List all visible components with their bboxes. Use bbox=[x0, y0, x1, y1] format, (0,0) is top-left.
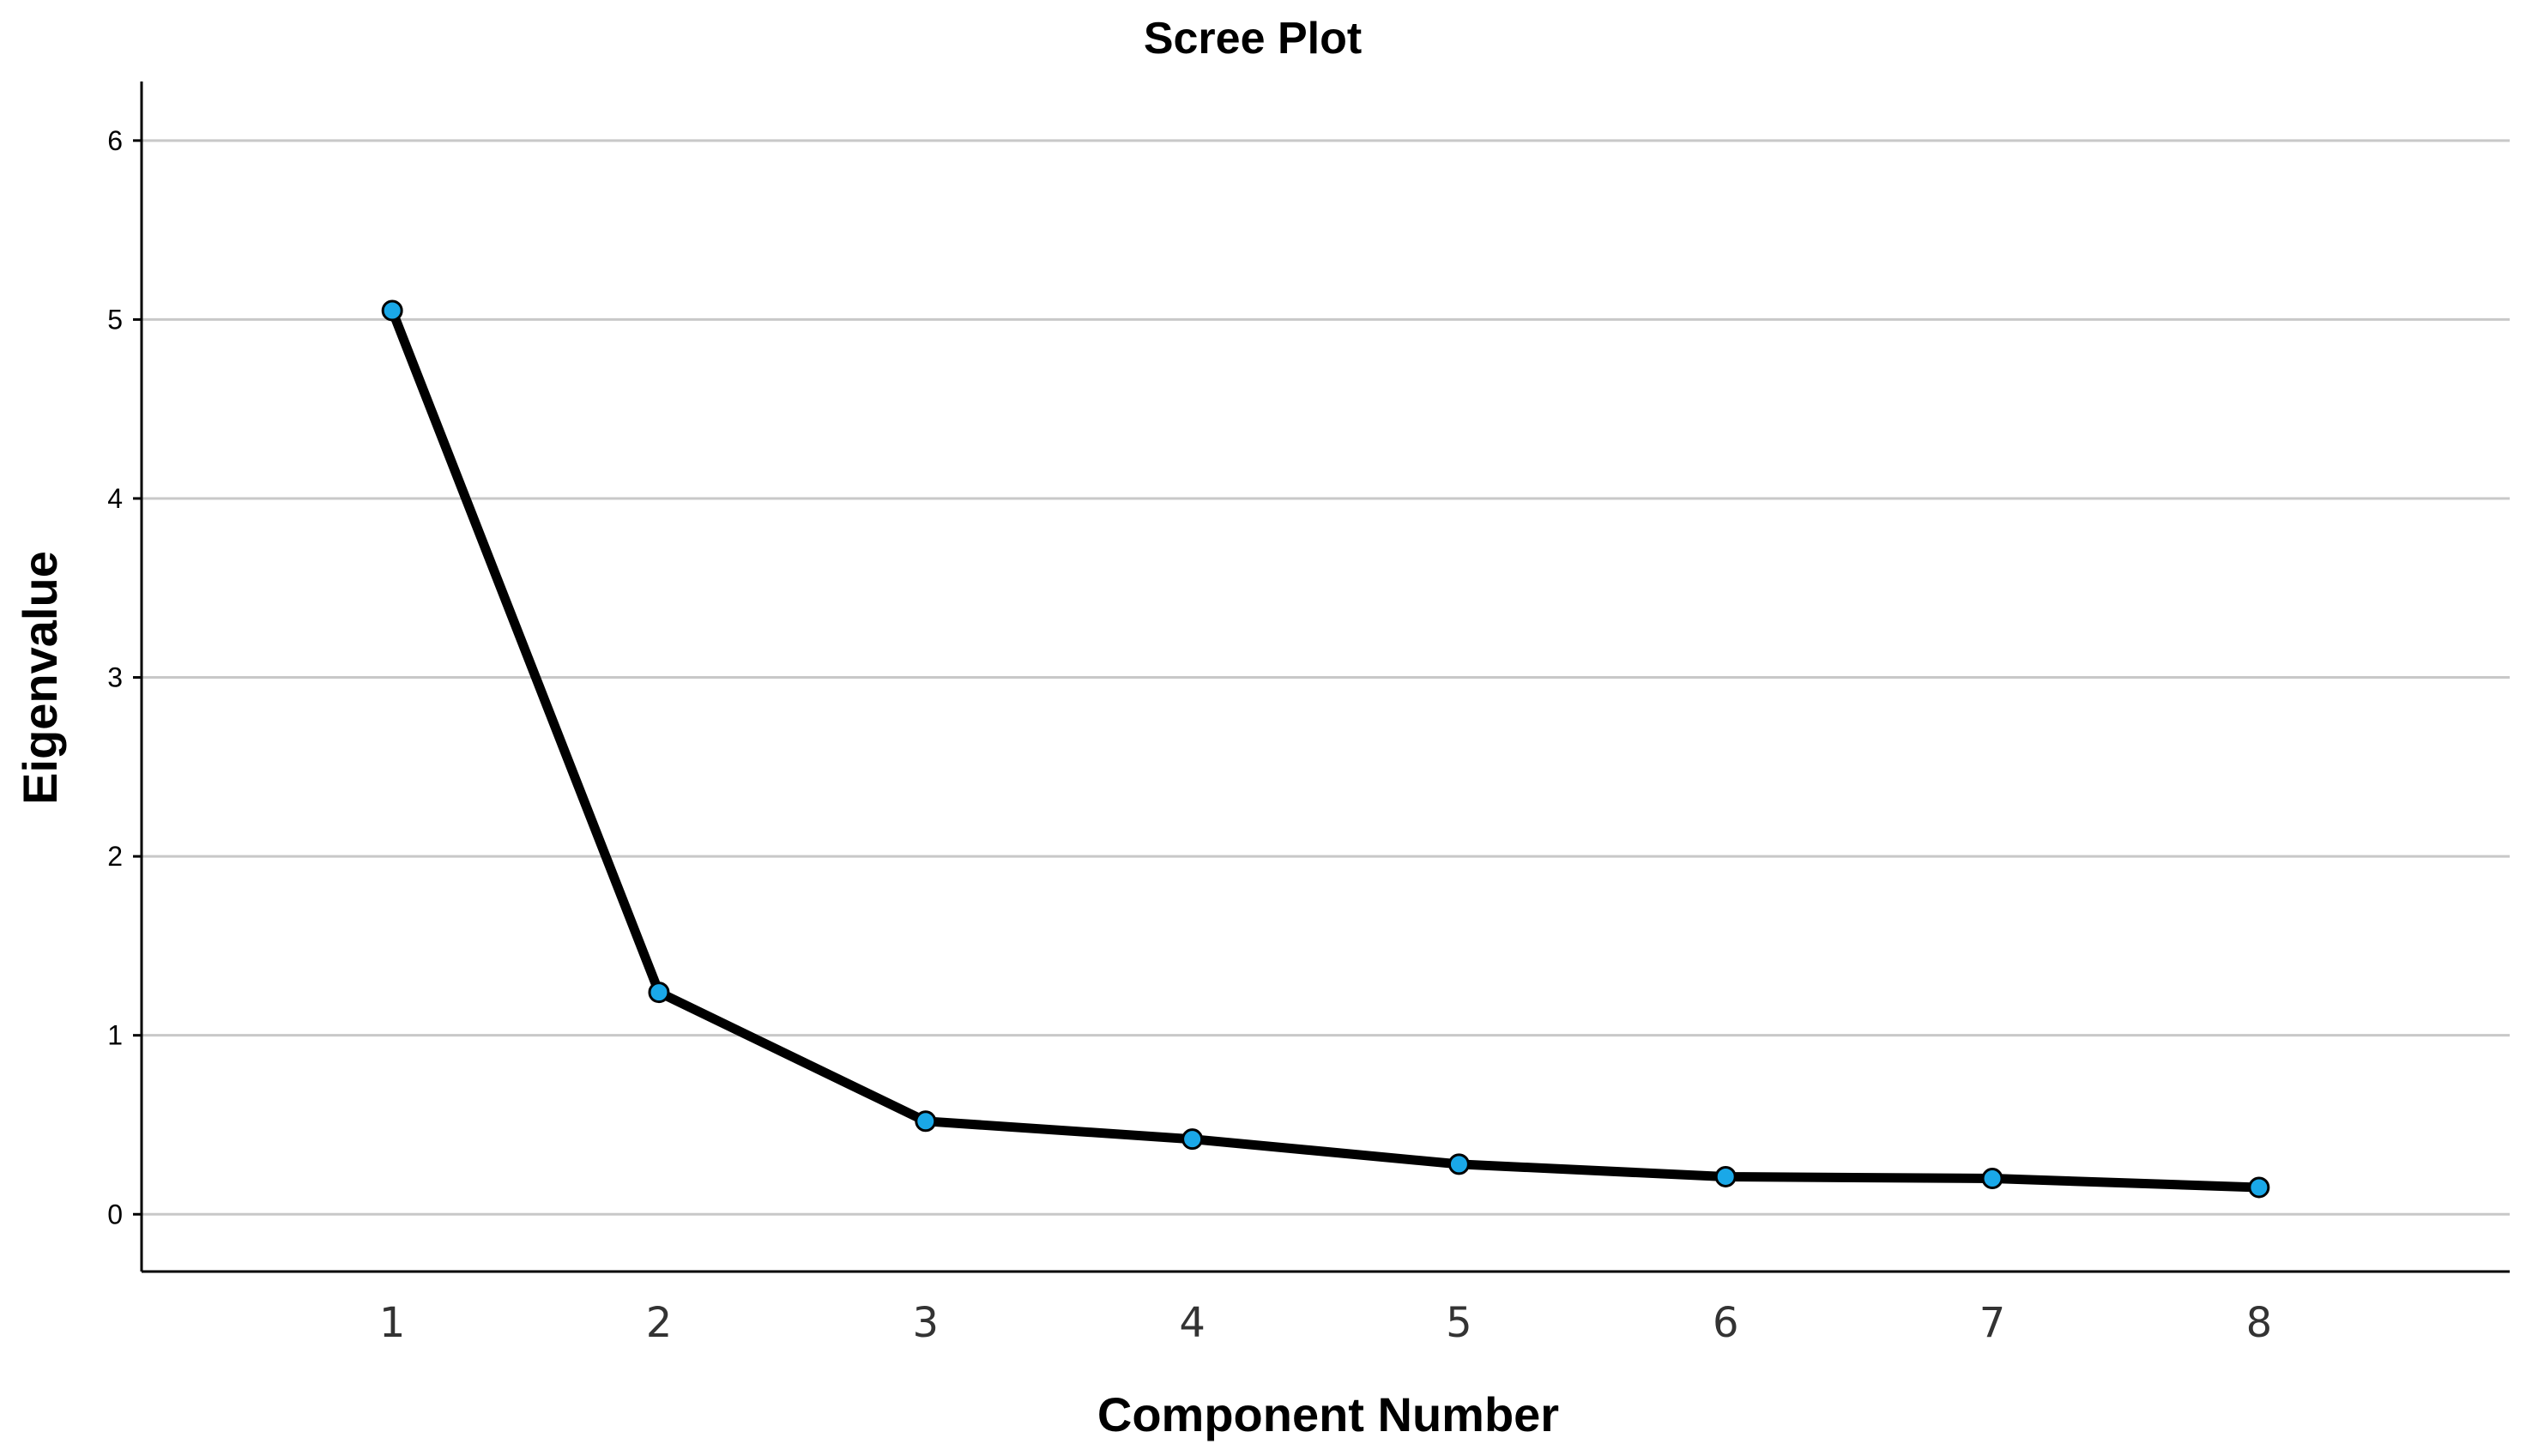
x-tick-label: 4 bbox=[1179, 1299, 1206, 1347]
data-point-marker bbox=[1181, 1128, 1204, 1151]
eigenvalue-line bbox=[387, 305, 2264, 1193]
y-axis-ticks: 0 1 2 3 4 5 6 bbox=[107, 125, 142, 1229]
y-tick-label: 5 bbox=[107, 304, 123, 335]
x-tick-label: 7 bbox=[1979, 1299, 2006, 1347]
y-tick-label: 1 bbox=[107, 1020, 123, 1051]
x-axis-ticks: 1 2 3 4 5 6 7 8 bbox=[379, 1299, 2272, 1347]
data-points bbox=[381, 299, 2270, 1199]
x-tick-label: 8 bbox=[2246, 1299, 2273, 1347]
y-tick-label: 6 bbox=[107, 125, 123, 156]
x-tick-label: 1 bbox=[379, 1299, 406, 1347]
data-point-marker bbox=[1447, 1153, 1470, 1175]
data-point-marker bbox=[915, 1110, 937, 1133]
data-point-marker bbox=[2248, 1176, 2270, 1199]
y-tick-label: 4 bbox=[107, 483, 123, 514]
x-tick-label: 6 bbox=[1713, 1299, 1739, 1347]
data-point-marker bbox=[1714, 1165, 1737, 1187]
data-point-marker bbox=[648, 982, 670, 1004]
y-tick-label: 3 bbox=[107, 662, 123, 693]
x-tick-label: 2 bbox=[646, 1299, 673, 1347]
y-tick-label: 2 bbox=[107, 841, 123, 872]
x-tick-label: 3 bbox=[913, 1299, 940, 1347]
y-axis-label: Eigenvalue bbox=[13, 551, 67, 805]
y-tick-label: 0 bbox=[107, 1199, 123, 1229]
x-axis-label: Component Number bbox=[1097, 1387, 1559, 1441]
chart-title: Scree Plot bbox=[1144, 14, 1362, 63]
data-point-marker bbox=[381, 299, 403, 322]
data-point-marker bbox=[1981, 1168, 2003, 1190]
x-tick-label: 5 bbox=[1446, 1299, 1472, 1347]
